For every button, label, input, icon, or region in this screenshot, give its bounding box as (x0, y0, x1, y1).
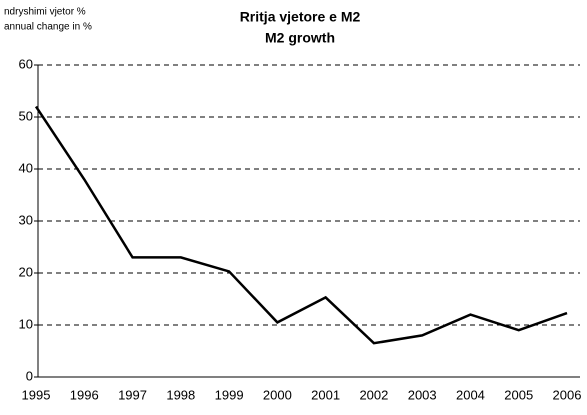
chart-title: Rritja vjetore e M2 (240, 9, 361, 25)
y-tick-label: 10 (19, 316, 33, 331)
x-tick-label: 2004 (456, 387, 485, 402)
y-axis-label: annual change in % (4, 22, 92, 33)
x-tick-label: 1995 (22, 387, 51, 402)
chart-subtitle: M2 growth (265, 30, 335, 46)
x-tick-label: 1996 (70, 387, 99, 402)
y-tick-label: 40 (19, 160, 33, 175)
x-tick-label: 2003 (408, 387, 437, 402)
x-tick-label: 2006 (553, 387, 582, 402)
y-tick-label: 60 (19, 56, 33, 71)
x-tick-label: 2001 (311, 387, 340, 402)
x-tick-label: 2000 (263, 387, 292, 402)
x-tick-label: 1998 (166, 387, 195, 402)
x-tick-label: 1999 (215, 387, 244, 402)
y-axis-label: ndryshimi vjetor % (4, 7, 86, 18)
y-tick-label: 0 (26, 368, 33, 383)
y-tick-label: 30 (19, 212, 33, 227)
line (34, 105, 568, 345)
y-tick-label: 20 (19, 264, 33, 279)
y-tick-label: 50 (19, 108, 33, 123)
x-tick-label: 2002 (359, 387, 388, 402)
x-tick-label: 1997 (118, 387, 147, 402)
x-tick-label: 2005 (504, 387, 533, 402)
